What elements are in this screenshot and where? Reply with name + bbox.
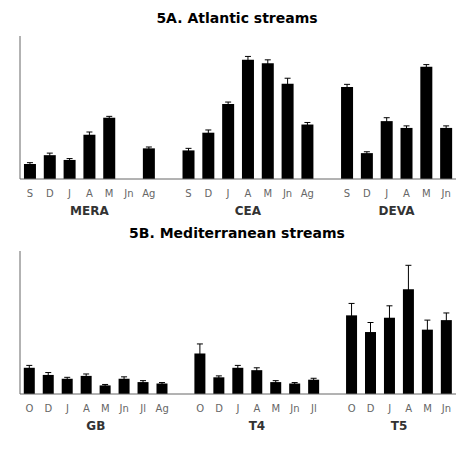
- html-text:5B. Mediterranean streams: 5B. Mediterranean streams: [129, 225, 345, 241]
- svg-text:Ag: Ag: [301, 188, 314, 199]
- svg-text:O: O: [348, 403, 356, 414]
- svg-text:Ag: Ag: [142, 188, 155, 199]
- svg-text:M: M: [422, 188, 431, 199]
- svg-text:Jl: Jl: [139, 403, 146, 414]
- svg-text:A: A: [83, 403, 90, 414]
- svg-text:D: D: [204, 188, 212, 199]
- svg-text:D: D: [215, 403, 223, 414]
- svg-text:Jn: Jn: [119, 403, 129, 414]
- svg-text:CEA: CEA: [235, 204, 262, 218]
- svg-text:Jl: Jl: [310, 403, 317, 414]
- svg-text:D: D: [46, 188, 54, 199]
- svg-text:A: A: [254, 403, 261, 414]
- svg-text:Jn: Jn: [282, 188, 292, 199]
- svg-text:T5: T5: [391, 419, 408, 433]
- svg-text:A: A: [244, 188, 251, 199]
- svg-text:J: J: [65, 403, 69, 414]
- svg-text:A: A: [403, 188, 410, 199]
- svg-text:O: O: [196, 403, 204, 414]
- svg-text:S: S: [27, 188, 33, 199]
- svg-text:T4: T4: [249, 419, 266, 433]
- svg-text:J: J: [384, 188, 388, 199]
- svg-text:A: A: [405, 403, 412, 414]
- svg-text:MERA: MERA: [70, 204, 109, 218]
- svg-text:M: M: [263, 188, 272, 199]
- svg-text:Jn: Jn: [123, 188, 133, 199]
- svg-text:O: O: [26, 403, 34, 414]
- svg-text:J: J: [67, 188, 71, 199]
- svg-text:J: J: [236, 403, 240, 414]
- svg-text:DEVA: DEVA: [379, 204, 416, 218]
- svg-text:J: J: [226, 188, 230, 199]
- svg-text:D: D: [363, 188, 371, 199]
- svg-text:J: J: [387, 403, 391, 414]
- svg-text:M: M: [105, 188, 114, 199]
- html-text:5A. Atlantic streams: 5A. Atlantic streams: [156, 10, 318, 26]
- svg-text:Jn: Jn: [289, 403, 299, 414]
- svg-text:S: S: [344, 188, 350, 199]
- svg-text:Jn: Jn: [441, 403, 451, 414]
- svg-text:D: D: [367, 403, 375, 414]
- svg-text:A: A: [86, 188, 93, 199]
- svg-text:M: M: [272, 403, 281, 414]
- svg-text:S: S: [185, 188, 191, 199]
- svg-text:M: M: [423, 403, 432, 414]
- svg-text:M: M: [101, 403, 110, 414]
- svg-text:Ag: Ag: [156, 403, 169, 414]
- svg-text:GB: GB: [86, 419, 105, 433]
- svg-text:D: D: [45, 403, 53, 414]
- svg-text:Jn: Jn: [440, 188, 450, 199]
